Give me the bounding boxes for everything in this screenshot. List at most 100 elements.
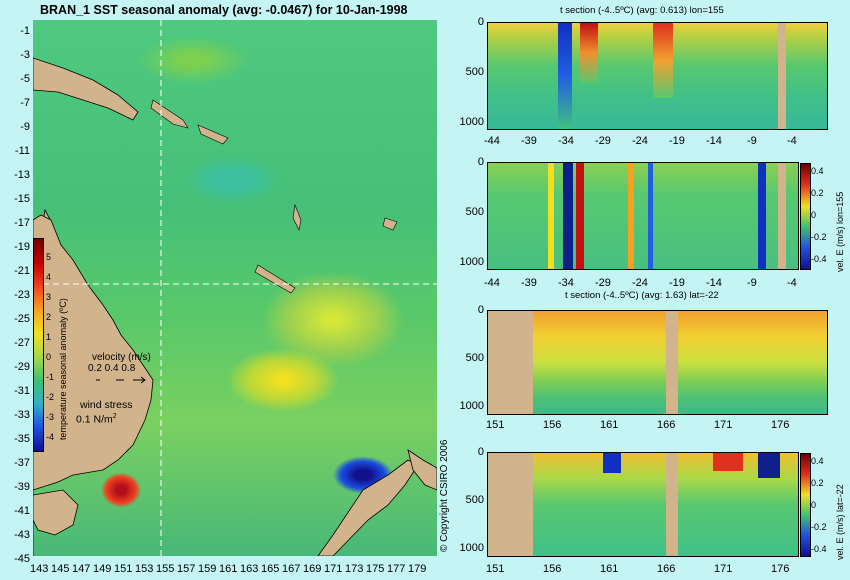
x-tick: -24 bbox=[632, 135, 648, 147]
velocity-arrows-icon bbox=[96, 376, 146, 384]
panel1-land bbox=[778, 23, 786, 129]
lon-tick: 165 bbox=[261, 563, 280, 575]
p4-cb-tick: 0.2 bbox=[811, 478, 824, 488]
p2-cb-tick: -0.2 bbox=[811, 232, 827, 242]
lat-tick: -11 bbox=[14, 145, 30, 157]
lon-tick: 177 bbox=[387, 563, 406, 575]
x-tick: 161 bbox=[600, 563, 619, 575]
x-tick: 156 bbox=[543, 563, 562, 575]
colorbar-tick: -1 bbox=[46, 372, 55, 382]
p2-cb-tick: 0.4 bbox=[811, 166, 824, 176]
lat-tick: -3 bbox=[20, 49, 30, 61]
lon-tick: 161 bbox=[219, 563, 238, 575]
lat-tick: -13 bbox=[14, 169, 30, 181]
p4-cb-tick: 0 bbox=[811, 500, 817, 510]
y-tick: 1000 bbox=[459, 116, 484, 128]
x-tick: -39 bbox=[521, 277, 537, 289]
lon-tick: 179 bbox=[408, 563, 427, 575]
panel2-cb-label: vel. E (m/s) lon=155 bbox=[835, 191, 845, 272]
sst-colorbar bbox=[33, 238, 44, 452]
x-tick: 151 bbox=[486, 563, 505, 575]
lat-tick: -1 bbox=[20, 25, 30, 37]
lat-tick: -21 bbox=[14, 265, 30, 277]
x-tick: 176 bbox=[771, 563, 790, 575]
panel1-title: t section (-4..5ºC) (avg: 0.613) lon=155 bbox=[560, 5, 724, 16]
sst-anomaly-map[interactable] bbox=[33, 20, 437, 556]
lon-tick: 173 bbox=[345, 563, 364, 575]
colorbar-tick: -4 bbox=[46, 432, 55, 442]
lon-tick: 169 bbox=[303, 563, 322, 575]
lon-tick: 149 bbox=[93, 563, 112, 575]
x-tick: -14 bbox=[706, 135, 722, 147]
new-caledonia-land bbox=[254, 264, 296, 294]
x-tick: -29 bbox=[595, 135, 611, 147]
lat-tick: -17 bbox=[14, 217, 30, 229]
sst-colorbar-ticks: 5 4 3 2 1 0 -1 -2 -3 -4 bbox=[46, 252, 60, 452]
lat-tick: -19 bbox=[14, 241, 30, 253]
lat-tick: -27 bbox=[14, 337, 30, 349]
panel4-land bbox=[666, 453, 678, 556]
colorbar-tick: -3 bbox=[46, 412, 55, 422]
y-tick: 0 bbox=[477, 156, 484, 168]
x-tick: -4 bbox=[787, 277, 797, 289]
x-tick: 176 bbox=[771, 419, 790, 431]
wind-legend-title: wind stress bbox=[80, 399, 133, 411]
y-tick: 0 bbox=[477, 446, 484, 458]
lat-tick: -9 bbox=[20, 121, 30, 133]
x-tick: -44 bbox=[484, 135, 500, 147]
wind-legend-exponent: 2 bbox=[112, 413, 117, 420]
panel4-cb-label: vel. E (m/s) lat=-22 bbox=[835, 484, 845, 560]
panel3-land bbox=[666, 311, 678, 414]
lon-tick: 167 bbox=[282, 563, 301, 575]
p4-cb-tick: -0.2 bbox=[811, 522, 827, 532]
panel3-land bbox=[488, 311, 533, 414]
x-tick: 161 bbox=[600, 419, 619, 431]
x-tick: -29 bbox=[595, 277, 611, 289]
lat-tick: -45 bbox=[14, 553, 30, 565]
x-tick: 171 bbox=[714, 563, 733, 575]
lon-tick: 153 bbox=[135, 563, 154, 575]
lon-tick: 147 bbox=[72, 563, 91, 575]
colorbar-label: temperature seasonal anomaly (ºC) bbox=[58, 298, 68, 440]
panel1-plot[interactable] bbox=[487, 22, 828, 130]
x-tick: 166 bbox=[657, 563, 676, 575]
p4-cb-tick: -0.4 bbox=[811, 544, 827, 554]
panel2-plot[interactable] bbox=[487, 162, 799, 270]
x-tick: -9 bbox=[747, 135, 757, 147]
panel1-x-axis: -44 -39 -34 -29 -24 -19 -14 -9 -4 bbox=[484, 136, 834, 148]
lat-tick: -43 bbox=[14, 529, 30, 541]
map-overlay bbox=[33, 20, 437, 556]
map-title: BRAN_1 SST seasonal anomaly (avg: -0.046… bbox=[40, 3, 408, 17]
panel2-colorbar bbox=[800, 163, 811, 270]
panel4-colorbar bbox=[800, 453, 811, 557]
lat-tick: -37 bbox=[14, 457, 30, 469]
panel4-plot[interactable] bbox=[487, 452, 799, 557]
wind-legend-value: 0.1 N/m bbox=[76, 413, 113, 426]
velocity-legend-values: 0.2 0.4 0.8 bbox=[88, 363, 136, 374]
lon-axis: 143 145 147 149 151 153 155 157 159 161 … bbox=[30, 564, 440, 578]
x-tick: -24 bbox=[632, 277, 648, 289]
x-tick: -34 bbox=[558, 277, 574, 289]
lon-tick: 163 bbox=[240, 563, 259, 575]
lat-tick: -35 bbox=[14, 433, 30, 445]
velocity-legend: velocity (m/s) 0.2 0.4 0.8 bbox=[88, 352, 151, 389]
x-tick: -44 bbox=[484, 277, 500, 289]
lat-tick: -7 bbox=[20, 97, 30, 109]
lat-tick: -41 bbox=[14, 505, 30, 517]
wind-stress-legend: wind stress 0.1 N/m2 bbox=[70, 399, 133, 426]
vanuatu-islands bbox=[292, 203, 302, 231]
y-tick: 500 bbox=[465, 494, 484, 506]
colorbar-tick: 3 bbox=[46, 292, 52, 302]
y-tick: 1000 bbox=[459, 542, 484, 554]
new-guinea-land bbox=[33, 57, 139, 121]
panel3-title: t section (-4..5ºC) (avg: 1.63) lat=-22 bbox=[565, 290, 719, 301]
y-tick: 500 bbox=[465, 206, 484, 218]
panel2-x-axis: -44 -39 -34 -29 -24 -19 -14 -9 -4 bbox=[484, 278, 834, 290]
y-tick: 1000 bbox=[459, 256, 484, 268]
new-zealand-land bbox=[317, 459, 419, 556]
p2-cb-tick: 0.2 bbox=[811, 188, 824, 198]
lat-tick: -5 bbox=[20, 73, 30, 85]
lon-tick: 157 bbox=[177, 563, 196, 575]
panel3-plot[interactable] bbox=[487, 310, 828, 415]
panel4-x-axis: 151 156 161 166 171 176 bbox=[486, 564, 836, 576]
